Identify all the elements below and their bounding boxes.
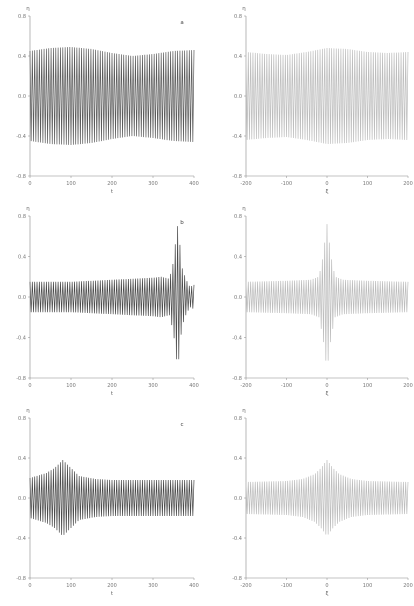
wave-series-line bbox=[29, 226, 195, 360]
y-tick-label: -0.8 bbox=[232, 576, 242, 582]
x-axis-label: t bbox=[111, 189, 114, 195]
wave-series-line bbox=[245, 47, 409, 144]
y-axis-label: η bbox=[26, 408, 30, 414]
y-axis-label: η bbox=[242, 6, 246, 12]
y-tick-label: 0.4 bbox=[18, 456, 26, 462]
x-tick-label: 0 bbox=[325, 583, 328, 589]
wave-series-line bbox=[29, 459, 195, 535]
x-tick-label: 200 bbox=[107, 181, 117, 187]
chart-panel-4: -0.8 -0.4 0.0 0.4 0.8 -200 -100 0 100 200 η ξ bbox=[232, 206, 413, 397]
y-tick-label: -0.8 bbox=[232, 376, 242, 382]
x-tick-label: 100 bbox=[363, 583, 373, 589]
y-tick-label: -0.4 bbox=[232, 134, 242, 140]
wave-series-line bbox=[29, 47, 195, 146]
x-tick-label: 0 bbox=[325, 383, 328, 389]
y-tick-label: 0.8 bbox=[18, 14, 26, 20]
x-tick-label: 400 bbox=[189, 181, 199, 187]
y-axis-label: η bbox=[26, 6, 30, 12]
x-tick-label: -100 bbox=[281, 583, 292, 589]
y-tick-label: 0.0 bbox=[234, 295, 242, 301]
wave-series-line bbox=[245, 459, 409, 535]
x-tick-label: 0 bbox=[325, 181, 328, 187]
wave-series-line bbox=[245, 224, 409, 361]
y-tick-label: -0.8 bbox=[16, 376, 26, 382]
x-tick-label: 200 bbox=[403, 383, 413, 389]
y-tick-label: -0.8 bbox=[16, 174, 26, 180]
y-tick-label: 0.0 bbox=[18, 94, 26, 100]
y-tick-label: -0.4 bbox=[16, 335, 26, 341]
y-tick-label: 0.8 bbox=[18, 214, 26, 220]
chart-panel-5: -0.8 -0.4 0.0 0.4 0.8 0 100 200 300 400 η t c bbox=[16, 408, 199, 597]
y-tick-label: 0.0 bbox=[18, 496, 26, 502]
y-tick-label: -0.4 bbox=[232, 335, 242, 341]
y-tick-label: -0.4 bbox=[16, 134, 26, 140]
x-tick-label: -100 bbox=[281, 383, 292, 389]
y-tick-label: -0.4 bbox=[232, 536, 242, 542]
y-tick-label: 0.4 bbox=[234, 254, 242, 260]
x-axis-label: ξ bbox=[325, 391, 328, 397]
y-axis-label: η bbox=[242, 206, 246, 212]
y-axis-label: η bbox=[242, 408, 246, 414]
chart-panel-3: -0.8 -0.4 0.0 0.4 0.8 0 100 200 300 400 η t b bbox=[16, 206, 199, 397]
y-tick-label: -0.4 bbox=[16, 536, 26, 542]
y-tick-label: 0.8 bbox=[234, 416, 242, 422]
x-tick-label: 0 bbox=[28, 583, 31, 589]
x-tick-label: 200 bbox=[403, 181, 413, 187]
y-tick-label: 0.0 bbox=[234, 94, 242, 100]
chart-panel-2: -0.8 -0.4 0.0 0.4 0.8 -200 -100 0 100 200 η ξ bbox=[232, 6, 413, 195]
x-tick-label: -200 bbox=[240, 181, 251, 187]
y-tick-label: 0.8 bbox=[18, 416, 26, 422]
x-tick-label: 200 bbox=[403, 583, 413, 589]
x-tick-label: 100 bbox=[363, 181, 373, 187]
x-tick-label: 100 bbox=[363, 383, 373, 389]
panel-label: b bbox=[180, 220, 184, 226]
x-tick-label: 300 bbox=[148, 181, 158, 187]
x-tick-label: -200 bbox=[240, 583, 251, 589]
y-tick-label: 0.4 bbox=[234, 54, 242, 60]
y-tick-label: 0.8 bbox=[234, 14, 242, 20]
y-tick-label: -0.8 bbox=[16, 576, 26, 582]
x-axis-label: t bbox=[111, 391, 114, 397]
x-tick-label: 0 bbox=[28, 383, 31, 389]
x-tick-label: 100 bbox=[66, 583, 76, 589]
y-tick-label: 0.4 bbox=[18, 54, 26, 60]
panel-label: c bbox=[180, 422, 183, 428]
x-tick-label: 300 bbox=[148, 383, 158, 389]
panel-label: a bbox=[180, 20, 183, 26]
x-tick-label: 400 bbox=[189, 383, 199, 389]
x-axis-label: ξ bbox=[325, 591, 328, 597]
x-tick-label: 100 bbox=[66, 383, 76, 389]
x-tick-label: 300 bbox=[148, 583, 158, 589]
x-axis-label: t bbox=[111, 591, 114, 597]
x-tick-label: 0 bbox=[28, 181, 31, 187]
y-tick-label: 0.0 bbox=[18, 295, 26, 301]
x-tick-label: 200 bbox=[107, 583, 117, 589]
chart-panel-1: -0.8 -0.4 0.0 0.4 0.8 0 100 200 300 400 η t a bbox=[16, 6, 199, 195]
x-tick-label: 200 bbox=[107, 383, 117, 389]
x-tick-label: -100 bbox=[281, 181, 292, 187]
y-tick-label: 0.4 bbox=[234, 456, 242, 462]
y-axis-label: η bbox=[26, 206, 30, 212]
chart-panel-6: -0.8 -0.4 0.0 0.4 0.8 -200 -100 0 100 200 η ξ bbox=[232, 408, 413, 597]
x-axis-label: ξ bbox=[325, 189, 328, 195]
y-tick-label: 0.0 bbox=[234, 496, 242, 502]
y-tick-label: 0.4 bbox=[18, 254, 26, 260]
x-tick-label: 100 bbox=[66, 181, 76, 187]
y-tick-label: -0.8 bbox=[232, 174, 242, 180]
x-tick-label: -200 bbox=[240, 383, 251, 389]
x-tick-label: 400 bbox=[189, 583, 199, 589]
y-tick-label: 0.8 bbox=[234, 214, 242, 220]
